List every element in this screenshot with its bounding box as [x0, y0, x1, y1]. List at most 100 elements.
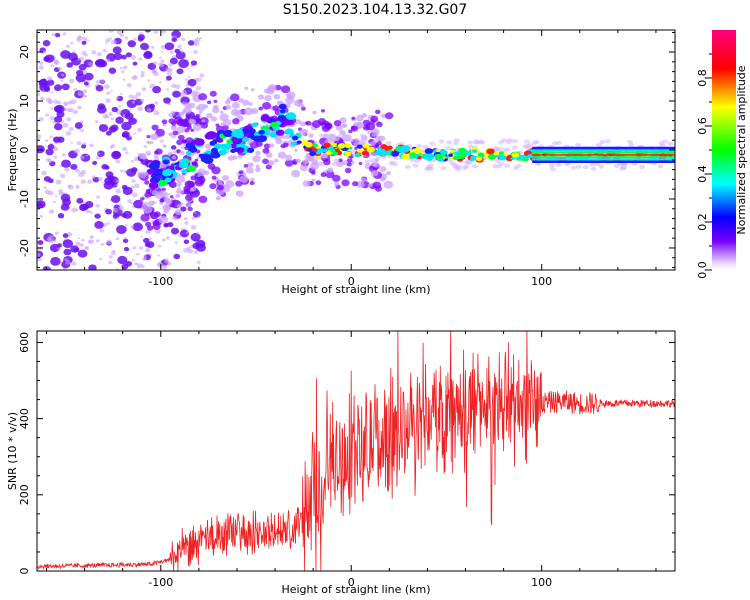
noise-blob	[91, 50, 97, 55]
noise-blob	[140, 42, 149, 51]
ridge-blob	[277, 114, 287, 121]
ridge-blob	[448, 153, 454, 157]
noise-blob	[144, 30, 151, 33]
ridge-blob	[260, 114, 271, 122]
noise-blob	[54, 116, 63, 123]
noise-blob	[47, 144, 55, 150]
ridge-blob	[291, 135, 299, 141]
ridge-blob	[148, 181, 159, 189]
noise-blob	[172, 90, 181, 98]
noise-blob	[128, 108, 132, 111]
spectrum-blob	[222, 124, 229, 131]
spectrum-blob	[217, 180, 223, 184]
noise-blob	[56, 110, 65, 118]
spectrum-halo	[494, 158, 501, 163]
x-tick-label: 0	[348, 275, 355, 288]
spectrum-blob	[141, 202, 147, 208]
noise-blob	[66, 62, 73, 68]
noise-blob	[169, 57, 178, 65]
spectrum-blob	[230, 93, 240, 102]
noise-blob	[133, 37, 137, 41]
noise-blob	[175, 51, 186, 60]
noise-blob	[105, 42, 108, 45]
spectrum-halo	[374, 156, 381, 161]
ridge-blob	[222, 129, 234, 138]
colorbar-tick-label: 0.4	[696, 165, 709, 183]
noise-blob	[52, 136, 61, 143]
noise-blob	[136, 263, 143, 269]
noise-blob	[50, 91, 54, 94]
noise-blob	[120, 92, 123, 96]
noise-blob	[39, 214, 43, 218]
y-tick-label: 10	[18, 94, 31, 108]
noise-blob	[72, 50, 76, 54]
spectrum-halo	[498, 161, 505, 166]
spectrum-blob	[257, 94, 265, 100]
noise-blob	[124, 112, 134, 120]
noise-blob	[48, 209, 55, 214]
spectrum-blob	[295, 119, 302, 125]
ridge-blob	[390, 150, 400, 157]
spectrum-halo	[463, 160, 470, 165]
spectrum-halo	[369, 158, 376, 163]
spectrum-halo	[590, 166, 597, 171]
noise-blob	[108, 112, 113, 116]
spectrum-halo	[628, 142, 635, 147]
spectrum-blob	[348, 129, 353, 134]
ridge-blob	[423, 154, 431, 160]
ridge-blob	[377, 147, 382, 151]
noise-blob	[121, 132, 128, 138]
spectrum-halo	[613, 164, 620, 169]
noise-blob	[149, 83, 155, 88]
noise-blob	[174, 241, 178, 244]
noise-blob	[80, 129, 85, 133]
spectrum-halo	[428, 166, 435, 171]
spectrum-blob	[243, 163, 249, 168]
noise-blob	[158, 244, 162, 248]
spectrum-halo	[599, 140, 606, 145]
spectrum-blob	[244, 86, 249, 90]
noise-blob	[92, 160, 98, 166]
noise-blob	[163, 97, 172, 104]
noise-blob	[116, 217, 120, 220]
noise-blob	[83, 81, 89, 86]
noise-blob	[49, 135, 54, 139]
noise-blob	[108, 30, 114, 33]
ridge-blob	[186, 165, 197, 172]
spectrum-blob	[177, 134, 185, 141]
ridge-blob	[307, 148, 313, 152]
spectrum-halo	[364, 159, 371, 164]
noise-blob	[137, 106, 144, 112]
noise-blob	[124, 223, 128, 226]
noise-blob	[74, 148, 80, 154]
spectrum-halo	[370, 152, 377, 157]
spectrum-blob	[162, 123, 167, 127]
noise-blob	[55, 179, 62, 185]
ridge-blob	[162, 159, 170, 165]
spectrum-blob	[384, 112, 394, 120]
spectrum-blob	[146, 225, 154, 231]
noise-blob	[130, 55, 137, 60]
ridge-blob	[205, 131, 218, 140]
spectrum-blob	[263, 88, 270, 94]
noise-blob	[143, 145, 148, 149]
ridge-blob	[312, 143, 318, 148]
noise-blob	[88, 61, 94, 67]
ridge-blob	[275, 129, 285, 136]
ridge-blob	[147, 169, 156, 175]
spectrum-blob	[150, 133, 159, 141]
noise-blob	[77, 58, 81, 61]
noise-blob	[133, 199, 144, 209]
noise-blob	[88, 264, 97, 270]
noise-blob	[121, 121, 132, 131]
ridge-blob	[296, 140, 302, 145]
spectrum-blob	[175, 174, 186, 183]
noise-blob	[132, 61, 138, 66]
noise-blob	[193, 39, 198, 44]
ridge-blob	[251, 122, 258, 128]
noise-blob	[96, 52, 102, 57]
spectrum-blob	[207, 100, 212, 105]
spectrum-blob	[190, 128, 195, 132]
noise-blob	[141, 87, 147, 91]
